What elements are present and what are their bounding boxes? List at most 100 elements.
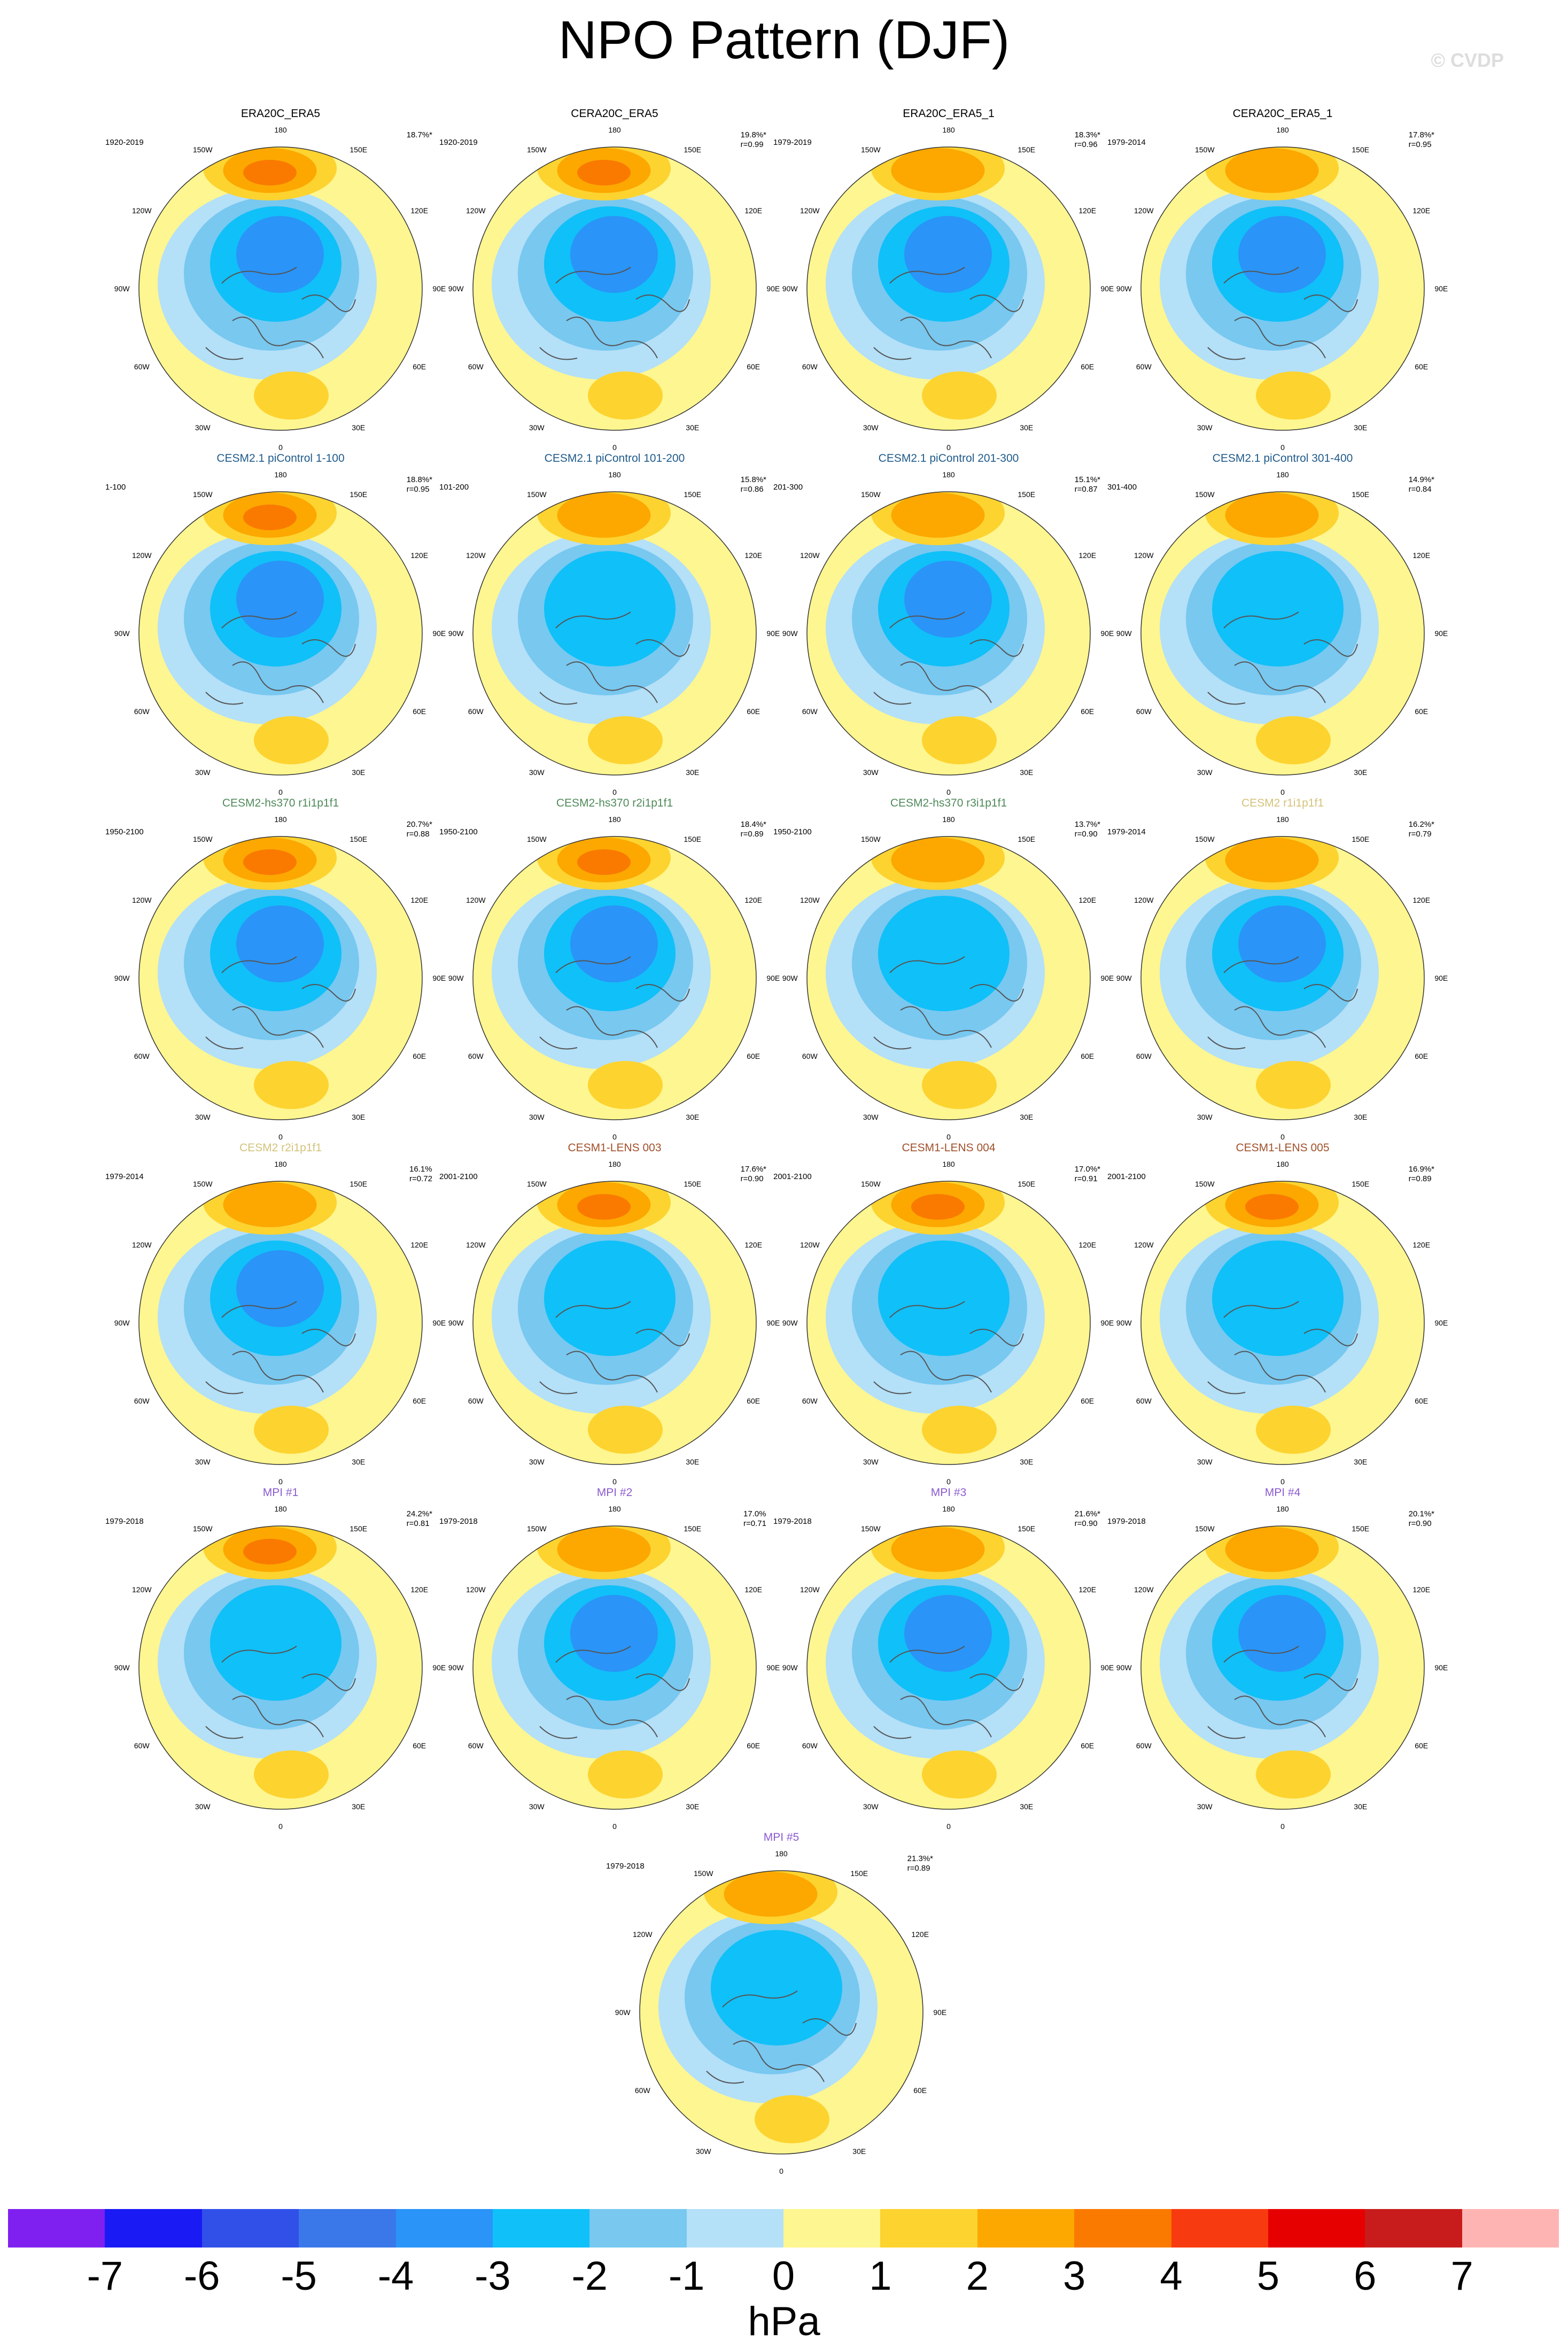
longitude-label: 120E (1078, 206, 1097, 215)
longitude-label: 30W (195, 1112, 211, 1121)
longitude-label: 180 (1276, 470, 1289, 479)
longitude-label: 60W (802, 362, 818, 371)
pattern-correlation: r=0.91 (1074, 1174, 1098, 1183)
longitude-label: 60W (1136, 1741, 1152, 1750)
map-panel: CESM2.1 piControl 201-300 201-300 15.1%* r=… (767, 452, 1130, 804)
negative-anomaly-contour (570, 216, 658, 293)
longitude-label: 30E (686, 768, 700, 777)
longitude-label: 150W (1194, 1524, 1215, 1533)
longitude-label: 90E (1100, 284, 1114, 293)
longitude-label: 90W (114, 1663, 130, 1672)
longitude-label: 60W (1136, 1396, 1152, 1405)
longitude-label: 60W (802, 707, 818, 716)
longitude-label: 150E (1352, 145, 1370, 154)
negative-anomaly-contour (1212, 551, 1344, 667)
longitude-label: 150W (192, 490, 213, 499)
longitude-label: 90E (432, 1663, 446, 1672)
polar-map (639, 1870, 923, 2155)
longitude-label: 0 (946, 1477, 951, 1486)
colorbar (8, 2209, 1559, 2248)
longitude-label: 30E (352, 423, 366, 432)
map-border (138, 146, 423, 431)
longitude-label: 150W (860, 835, 881, 844)
positive-anomaly-contour (922, 371, 997, 420)
longitude-label: 90W (615, 2008, 631, 2017)
panel-stats: 16.1% r=0.72 (409, 1165, 432, 1184)
pattern-correlation: r=0.88 (406, 830, 430, 839)
map-panel: CERA20C_ERA5 1920-2019 19.8%* r=0.99 180 150W… (433, 107, 796, 460)
longitude-label: 90E (1434, 974, 1448, 982)
longitude-label: 180 (274, 470, 287, 479)
longitude-label: 150W (1194, 490, 1215, 499)
longitude-label: 60E (1081, 1741, 1095, 1750)
positive-anomaly-contour (922, 1750, 997, 1799)
longitude-label: 30E (1020, 423, 1034, 432)
panel-title: CESM2.1 piControl 201-300 (878, 452, 1019, 464)
panel-title: CESM1-LENS 005 (1236, 1142, 1330, 1154)
longitude-label: 150W (526, 145, 547, 154)
longitude-label: 90E (1434, 1663, 1448, 1672)
positive-anomaly-contour (1256, 1406, 1331, 1454)
longitude-label: 30W (529, 768, 545, 777)
longitude-label: 150E (684, 1524, 702, 1533)
polar-map (472, 1181, 757, 1465)
positive-anomaly-contour (254, 716, 329, 764)
panel-title: CESM2-hs370 r2i1p1f1 (556, 797, 673, 809)
longitude-label: 90W (448, 1663, 464, 1672)
longitude-label: 120W (466, 1585, 486, 1594)
colorbar-swatch (299, 2209, 396, 2248)
explained-variance: 21.3%* (907, 1854, 933, 1863)
coastline (539, 1646, 690, 1739)
longitude-label: 0 (1280, 787, 1285, 796)
explained-variance: 17.8%* (1408, 130, 1434, 140)
longitude-label: 120W (132, 896, 152, 905)
longitude-label: 90E (766, 1319, 780, 1327)
copyright-mark: © CVDP (1431, 49, 1504, 71)
longitude-label: 150W (192, 1180, 213, 1189)
colorbar-tick-label: -4 (377, 2253, 414, 2299)
longitude-label: 0 (946, 1822, 951, 1831)
panel-period: 1979-2014 (1107, 138, 1146, 147)
longitude-label: 30W (863, 423, 879, 432)
longitude-label: 90E (432, 629, 446, 638)
coastline (1207, 1301, 1358, 1394)
longitude-label: 150W (192, 835, 213, 844)
longitude-label: 30E (1020, 768, 1034, 777)
longitude-label: 90W (782, 1319, 798, 1327)
explained-variance: 15.1%* (1074, 475, 1100, 484)
longitude-label: 90W (782, 629, 798, 638)
longitude-label: 150W (860, 490, 881, 499)
pattern-correlation: r=0.89 (740, 830, 764, 839)
longitude-label: 90W (782, 1663, 798, 1672)
map-border (639, 1870, 923, 2155)
panel-period: 101-200 (439, 483, 469, 492)
panel-title: MPI #4 (1264, 1486, 1301, 1499)
explained-variance: 24.2%* (406, 1509, 432, 1518)
longitude-label: 60E (747, 707, 760, 716)
longitude-label: 30W (195, 768, 211, 777)
longitude-label: 120E (410, 206, 429, 215)
pattern-correlation: r=0.89 (1408, 1174, 1432, 1183)
longitude-label: 0 (612, 1477, 617, 1486)
positive-anomaly-contour (557, 1527, 651, 1572)
polar-map (806, 1181, 1091, 1465)
panel-title: CESM2.1 piControl 301-400 (1212, 452, 1353, 464)
polar-map (138, 1181, 423, 1465)
polar-map (138, 146, 423, 431)
explained-variance: 16.2%* (1408, 820, 1434, 829)
coastline (205, 1646, 356, 1739)
panel-title: CESM1-LENS 003 (568, 1142, 662, 1154)
coastline (539, 267, 690, 360)
longitude-label: 0 (1280, 1477, 1285, 1486)
colorbar-swatch (492, 2209, 590, 2248)
explained-variance: 20.1%* (1408, 1509, 1434, 1518)
colorbar-tick-label: 4 (1160, 2253, 1183, 2299)
colorbar-tick-label: 7 (1450, 2253, 1473, 2299)
longitude-label: 90W (1116, 284, 1132, 293)
coastline (1207, 1646, 1358, 1739)
longitude-label: 30W (863, 1457, 879, 1466)
longitude-label: 120W (466, 1241, 486, 1250)
longitude-label: 0 (612, 1132, 617, 1141)
coastline (205, 611, 356, 705)
negative-anomaly-contour (236, 905, 324, 982)
